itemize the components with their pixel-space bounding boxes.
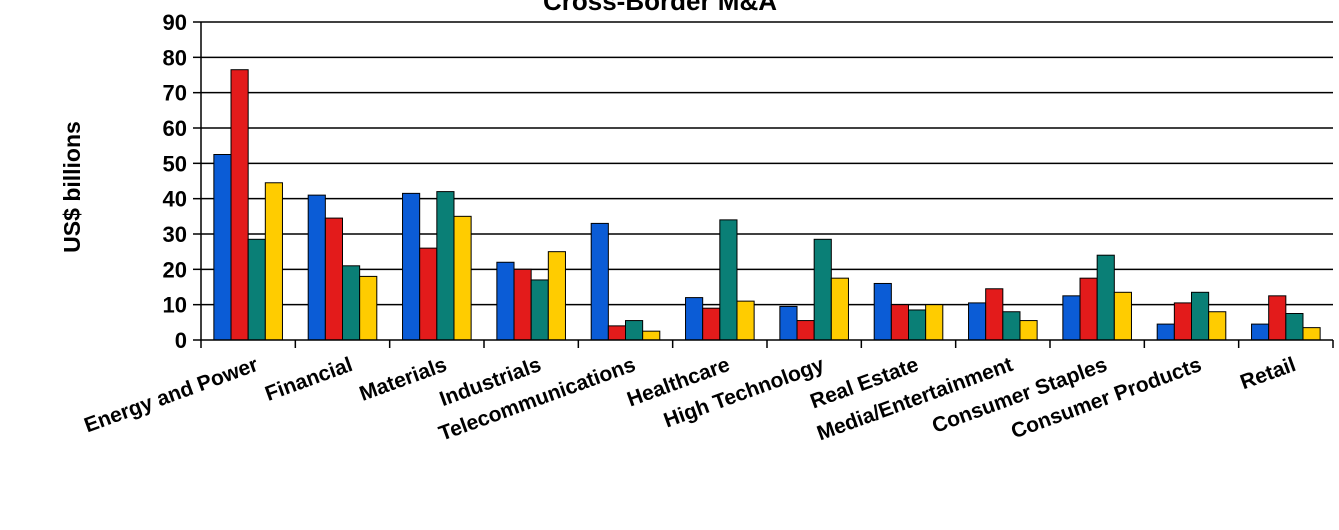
y-tick-label: 10 [163,293,187,318]
bar [530,279,549,341]
bar [873,282,892,341]
category-label: Materials [356,353,449,406]
bar [324,217,343,341]
bar [1096,254,1115,341]
bar [1191,291,1210,341]
bar [359,275,378,341]
bar [264,182,283,341]
bar [513,268,532,341]
bar [402,192,421,341]
category-label: Energy and Power [81,353,261,437]
bar [1268,295,1287,341]
bar [1079,277,1098,341]
bar [685,297,704,341]
bar [968,302,987,341]
bar [813,238,832,341]
category-label: High Technology [661,353,828,432]
bar [230,69,249,341]
bar [590,222,609,341]
bar [779,305,798,341]
bar [830,277,849,341]
y-tick-label: 0 [175,328,187,353]
bar [1173,302,1193,341]
bar [436,191,455,341]
gridlines [193,21,1333,341]
bar [908,309,927,341]
bar [1302,327,1321,341]
bar [1062,295,1081,341]
bar [1251,323,1270,341]
bar [1208,311,1227,341]
category-label: Financial [262,353,355,406]
bar [307,194,326,341]
bar [213,154,232,341]
bar [342,265,361,341]
axes [200,22,1334,348]
bar [719,219,738,341]
bar [625,320,644,341]
bar [890,304,910,341]
bar [925,304,944,341]
y-tick-labels: 0 10 20 30 40 50 60 70 80 90 [163,10,187,353]
bar [496,261,515,341]
bar [1285,313,1304,341]
y-tick-label: 70 [163,81,187,106]
bar [1002,311,1021,341]
y-tick-label: 50 [163,151,187,176]
y-tick-label: 40 [163,187,187,212]
bar [247,238,266,341]
chart-title: Cross-Border M&A [543,0,777,16]
bar [1113,291,1132,341]
y-axis-label: US$ billions [59,121,85,253]
y-tick-label: 90 [163,10,187,35]
bar [796,320,815,341]
bar [547,251,566,341]
y-tick-label: 80 [163,45,187,70]
y-tick-label: 60 [163,116,187,141]
y-tick-label: 20 [163,257,187,282]
bar [702,307,721,341]
bar [607,325,627,341]
bar [985,288,1004,341]
bars [213,69,1321,341]
category-labels: Energy and Power Financial MaterialsIndust… [81,353,1299,446]
category-label: Retail [1237,353,1299,394]
bar [419,247,438,341]
bar [642,330,661,341]
y-tick-label: 30 [163,222,187,247]
bar [1019,320,1038,341]
bar [736,300,755,341]
bar [453,215,472,341]
bar [1156,323,1175,341]
